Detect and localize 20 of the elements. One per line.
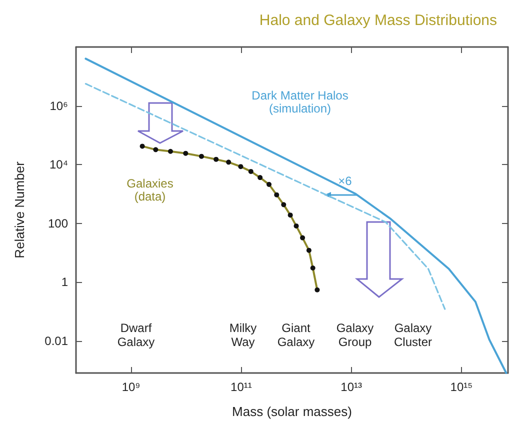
x-tick-label: 10¹³ — [340, 380, 362, 394]
y-tick-label: 100 — [48, 216, 68, 230]
y-tick-label: 1 — [61, 275, 68, 290]
x-axis-title: Mass (solar masses) — [232, 404, 352, 419]
annotation: Giant Galaxy — [277, 321, 315, 349]
y-tick-label: 0.01 — [44, 334, 68, 348]
y-tick-label: 10⁴ — [49, 158, 68, 172]
series-label: Galaxies (data) — [126, 176, 174, 204]
y-axis-title: Relative Number — [12, 160, 27, 258]
annotation: Dwarf Galaxy — [117, 321, 155, 349]
annotation: ×6 — [338, 174, 352, 188]
y-tick-label: 10⁶ — [50, 98, 68, 113]
x-tick-label: 10¹⁵ — [450, 380, 473, 394]
series-label: Dark Matter Halos (simulation) — [252, 88, 348, 116]
x-tick-label: 10¹¹ — [230, 380, 252, 394]
chart-title: Halo and Galaxy Mass Distributions — [259, 12, 498, 29]
annotation: Galaxy Cluster — [394, 321, 432, 349]
annotation: Galaxy Group — [336, 321, 374, 349]
x-tick-label: 10⁹ — [122, 380, 140, 394]
annotation: Milky Way — [229, 321, 257, 349]
